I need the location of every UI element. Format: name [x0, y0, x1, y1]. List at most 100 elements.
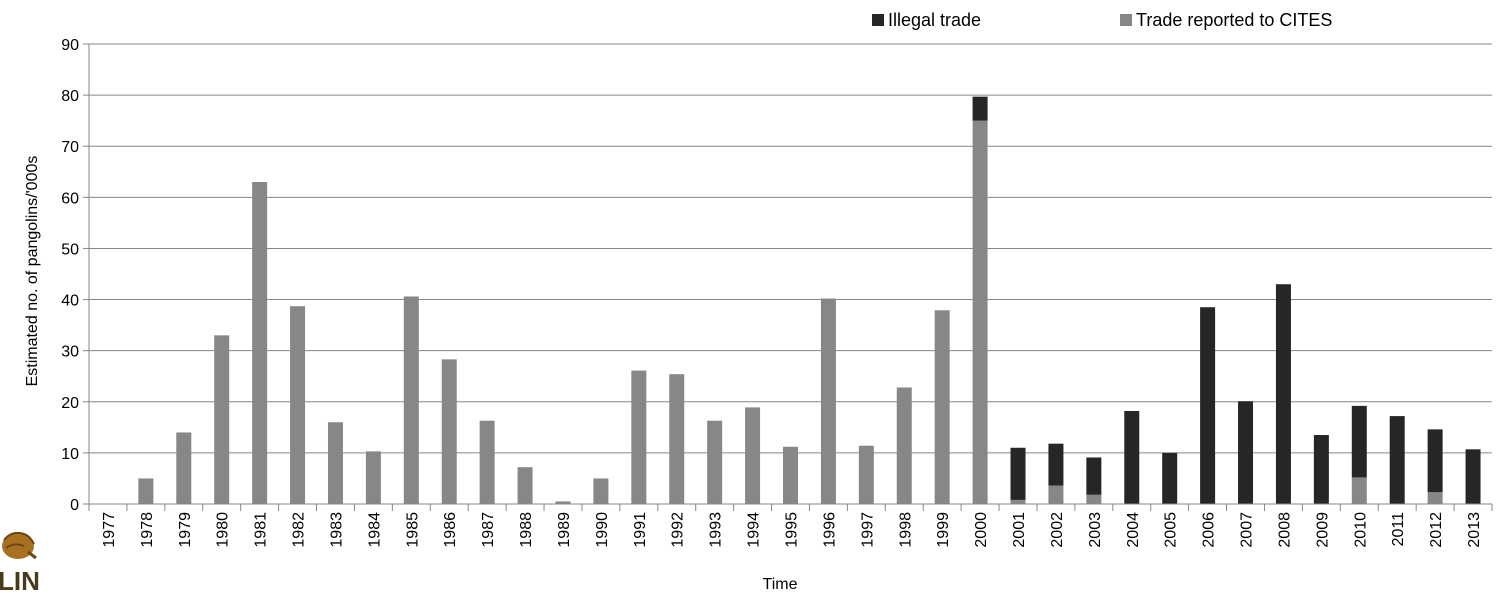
x-tick-label: 1979: [177, 512, 194, 548]
legend: Illegal trade Trade reported to CITES: [872, 10, 1332, 30]
bar: [1389, 416, 1405, 504]
x-tick-labels: 1977 1978 1979 1980 1981 1982 1983 1984 1985 1986…: [101, 512, 1483, 548]
x-tick-label: 2003: [1087, 512, 1104, 548]
bar: [327, 422, 343, 504]
bar: [403, 296, 419, 504]
x-tick-label: 1977: [101, 512, 118, 548]
bar: [1162, 452, 1178, 504]
x-tick-label: 1983: [328, 512, 345, 548]
x-tick-label: 1986: [442, 512, 459, 548]
x-tick-label: 1993: [708, 512, 725, 548]
y-tick-label: 80: [61, 88, 79, 105]
x-tick-label: 2006: [1201, 512, 1218, 548]
bar: [1427, 429, 1443, 493]
bar: [972, 120, 988, 505]
x-tick-label: 2005: [1163, 512, 1180, 548]
bar: [252, 182, 268, 504]
y-tick-label: 0: [70, 497, 79, 514]
legend-label: Illegal trade: [888, 10, 981, 30]
logo: LIN: [0, 531, 40, 596]
x-tick-label: 2002: [1049, 512, 1066, 548]
x-tick-label: 1978: [139, 512, 156, 548]
x-tick-label: 2007: [1239, 512, 1256, 548]
y-axis-title: Estimated no. of pangolins/'000s: [24, 156, 41, 387]
x-tick-label: 1988: [518, 512, 535, 548]
bar: [1200, 307, 1216, 504]
bar: [934, 310, 950, 504]
legend-swatch: [872, 14, 884, 26]
x-tick-label: 1994: [746, 512, 763, 548]
bar: [783, 446, 798, 504]
x-tick-label: 1982: [291, 512, 308, 548]
axes: [83, 43, 1493, 511]
y-tick-label: 30: [61, 344, 79, 361]
x-tick-label: 2012: [1428, 512, 1445, 548]
y-tick-label: 40: [61, 293, 79, 310]
bar: [1124, 410, 1140, 504]
x-tick-label: 2001: [1011, 512, 1028, 548]
x-tick-label: 1999: [935, 512, 952, 548]
x-tick-label: 1995: [784, 512, 801, 548]
bar: [1048, 485, 1064, 504]
x-tick-label: 1981: [253, 512, 270, 548]
x-tick-label: 2010: [1352, 512, 1369, 548]
x-tick-label: 1996: [821, 512, 838, 548]
bar: [555, 501, 571, 504]
x-tick-label: 1992: [670, 512, 687, 548]
bar: [1010, 499, 1026, 504]
legend-label: Trade reported to CITES: [1136, 10, 1332, 30]
x-tick-label: 2011: [1390, 512, 1407, 547]
bar: [1275, 284, 1291, 504]
y-tick-label: 50: [61, 241, 79, 258]
bar: [214, 335, 230, 504]
bar: [1465, 449, 1481, 504]
x-tick-label: 2004: [1125, 512, 1142, 548]
bar: [1427, 492, 1443, 504]
x-tick-label: 2009: [1314, 512, 1331, 548]
y-tick-label: 10: [61, 446, 79, 463]
x-tick-label: 2000: [973, 512, 990, 548]
bar: [1086, 494, 1102, 504]
y-tick-label: 70: [61, 139, 79, 156]
x-tick-label: 1991: [632, 512, 649, 548]
bar: [1313, 435, 1329, 504]
x-tick-label: 1989: [556, 512, 573, 548]
logo-text: LIN: [0, 566, 40, 596]
pangolin-icon: [2, 531, 37, 560]
x-tick-label: 1985: [404, 512, 421, 548]
x-tick-label: 1984: [366, 512, 383, 548]
bar: [631, 370, 647, 504]
bar: [1238, 401, 1254, 504]
x-tick-label: 1980: [215, 512, 232, 548]
bar: [1351, 405, 1367, 478]
bar: [896, 387, 912, 504]
bar: [858, 445, 874, 504]
bar: [1010, 447, 1026, 500]
x-tick-label: 2008: [1276, 512, 1293, 548]
bar: [517, 467, 533, 504]
bar: [745, 407, 761, 504]
bar: [1048, 443, 1064, 486]
x-axis-title: Time: [763, 576, 798, 593]
bar: [707, 420, 723, 504]
bar: [441, 359, 457, 504]
bar: [593, 478, 609, 504]
bar: [176, 432, 192, 504]
bar: [365, 451, 381, 504]
x-tick-label: 2013: [1466, 512, 1483, 548]
y-tick-label: 60: [61, 190, 79, 207]
bars: [138, 96, 1481, 505]
bar: [820, 298, 836, 504]
x-tick-label: 1998: [897, 512, 914, 548]
x-tick-label: 1990: [594, 512, 611, 548]
bar: [479, 420, 495, 504]
bar: [972, 96, 988, 121]
x-tick-label: 1987: [480, 512, 497, 548]
bar: [138, 478, 154, 504]
bar: [1086, 457, 1102, 495]
legend-swatch: [1120, 14, 1132, 26]
y-tick-labels: 0 10 20 30 40 50 60 70 80 90: [61, 37, 79, 514]
gridlines: [89, 43, 1492, 454]
bar: [290, 306, 306, 504]
y-tick-label: 90: [61, 37, 79, 54]
